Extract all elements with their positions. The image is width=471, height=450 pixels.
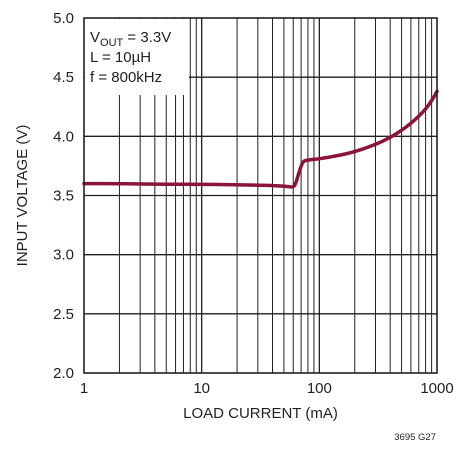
y-tick-label: 4.0 [53, 128, 74, 145]
y-tick-label: 3.5 [53, 188, 74, 205]
y-tick-label: 3.0 [53, 247, 74, 264]
series-line-input-voltage [82, 89, 439, 189]
annotation-main: L = 10µH [90, 49, 151, 66]
y-tick-label: 2.5 [53, 306, 74, 323]
x-axis-label: LOAD CURRENT (mA) [183, 405, 338, 422]
y-axis-label: INPUT VOLTAGE (V) [14, 125, 31, 267]
annotation-subscript: OUT [100, 37, 124, 49]
x-tick-label: 10 [193, 380, 210, 397]
annotation-rest: = 3.3V [123, 29, 171, 46]
annotation-main: f = 800kHz [90, 69, 162, 86]
y-tick-labels: 2.0 2.5 3.0 3.5 4.0 4.5 5.0 [53, 10, 74, 382]
y-tick-label: 5.0 [53, 10, 74, 27]
y-tick-label: 4.5 [53, 69, 74, 86]
annotation-line: L = 10µH [90, 49, 151, 66]
annotation-line: VOUT = 3.3V [90, 29, 171, 49]
figure-id: 3695 G27 [394, 432, 436, 443]
plot-frame [83, 17, 438, 374]
x-tick-label: 1 [80, 380, 88, 397]
x-tick-label: 1000 [420, 380, 453, 397]
annotation-main: V [90, 29, 100, 46]
annotation-line: f = 800kHz [90, 69, 162, 86]
x-tick-label: 100 [307, 380, 332, 397]
annotation-background [85, 19, 189, 95]
y-tick-label: 2.0 [53, 365, 74, 382]
x-tick-labels: 1 10 100 1000 [80, 380, 454, 397]
